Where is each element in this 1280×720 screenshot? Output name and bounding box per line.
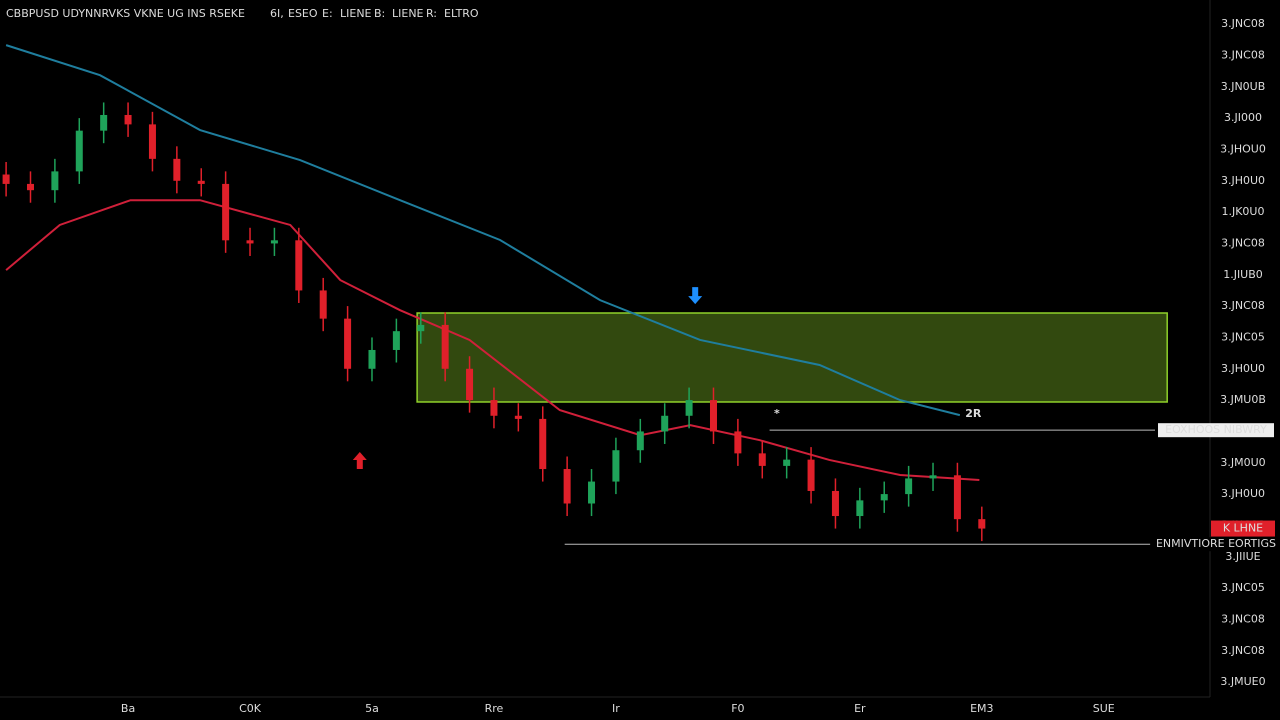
candle-body [807,459,815,491]
y-tick-label: 3.JM0U0 [1220,456,1265,469]
candle-body [222,183,230,241]
y-tick-label: 3.JNC08 [1221,299,1265,312]
x-tick-label: Ir [612,702,620,715]
y-tick-label: 3.JMUE0 [1220,675,1265,688]
candle-body [466,368,474,401]
y-tick-label: 3.JHOU0 [1220,142,1266,155]
candle-body [539,418,547,470]
candle-body [685,400,693,416]
moving-average [5,199,980,481]
candle-body [197,180,205,184]
indicator-value: ELTRO [444,7,479,20]
y-tick-label: 3.JNC05 [1221,581,1265,594]
candle-body [392,331,400,350]
x-tick-label: Ba [121,702,135,715]
annotation: * [774,407,780,420]
candle-body [612,450,620,482]
y-tick-label: 3.JH0U0 [1221,174,1265,187]
candle-body [75,130,83,172]
candle-body [905,478,913,495]
y-tick-label: 3.JNC08 [1221,17,1265,30]
level-label: ENMIVTIORE EORTIGS [1156,537,1276,550]
chart-title: CBBPUSD UDYNNRVKS VKNE UG INS RSEKE [6,7,245,20]
candle-body [417,324,425,332]
level-label-box [1158,537,1274,552]
moving-average [5,44,961,417]
candle-body [929,475,937,479]
candle-body [490,400,498,416]
y-tick-label: 3.JIIUE [1225,550,1260,563]
indicator-key: R: [426,7,437,20]
indicator-value: ESEO [288,7,318,20]
candle-body [441,324,449,369]
candle-body [2,174,10,184]
candle-body [514,415,522,419]
level-label-box [1158,423,1274,438]
annotation: 2R [965,407,982,420]
candle-body [270,240,278,244]
candle-body [51,171,59,191]
y-tick-label: 3.JN0UB [1221,80,1266,93]
candle-body [100,114,108,131]
candle-body [709,400,717,432]
indicator-key: 6I, [270,7,284,20]
indicator-value: LIENE [340,7,372,20]
candle-body [246,240,254,244]
y-tick-label: 3.JH0U0 [1221,487,1265,500]
candle-body [26,183,34,191]
candle-body [124,114,132,125]
candle-body [319,290,327,319]
x-tick-label: Er [854,702,866,715]
x-tick-label: EM3 [970,702,993,715]
candle-body [953,475,961,520]
y-tick-label: 1.JIUB0 [1223,268,1263,281]
x-tick-label: F0 [731,702,744,715]
candle-body [734,431,742,454]
x-tick-label: C0K [239,702,262,715]
x-tick-label: Rre [485,702,504,715]
price-tag-label: K LHNE [1223,522,1263,535]
candle-body [783,459,791,466]
indicator-key: B: [374,7,385,20]
y-tick-label: 1.JK0U0 [1221,205,1264,218]
candle-body [831,490,839,517]
x-tick-label: 5a [365,702,379,715]
candle-body [563,469,571,504]
price-tag-box [1211,520,1275,537]
candle-body [636,431,644,451]
y-tick-label: 3.JH0U0 [1221,362,1265,375]
candle-body [978,519,986,529]
signal-arrow [688,287,703,305]
indicator-key: E: [322,7,333,20]
candle-body [173,158,181,181]
y-tick-label: 3.JMU0B [1220,393,1266,406]
candle-body [856,500,864,517]
y-tick-label: 3.JNC05 [1221,330,1265,343]
candle-body [295,240,303,291]
candle-body [758,453,766,466]
y-tick-label: 3.JNC08 [1221,612,1265,625]
y-tick-label: 3.JI000 [1224,111,1262,124]
candle-body [344,318,352,369]
candle-body [368,349,376,369]
candle-body [148,124,156,159]
supply-zone [416,312,1168,403]
candle-body [588,481,596,504]
candle-body [880,494,888,501]
y-tick-label: 3.JNC08 [1221,236,1265,249]
y-tick-label: 3.JNC08 [1221,644,1265,657]
level-label: EOXHOOS NIBWRY [1165,423,1267,436]
signal-arrow [352,451,367,469]
x-tick-label: SUE [1093,702,1115,715]
candle-body [661,415,669,432]
y-tick-label: 3.JNC08 [1221,48,1265,61]
indicator-value: LIENE [392,7,424,20]
